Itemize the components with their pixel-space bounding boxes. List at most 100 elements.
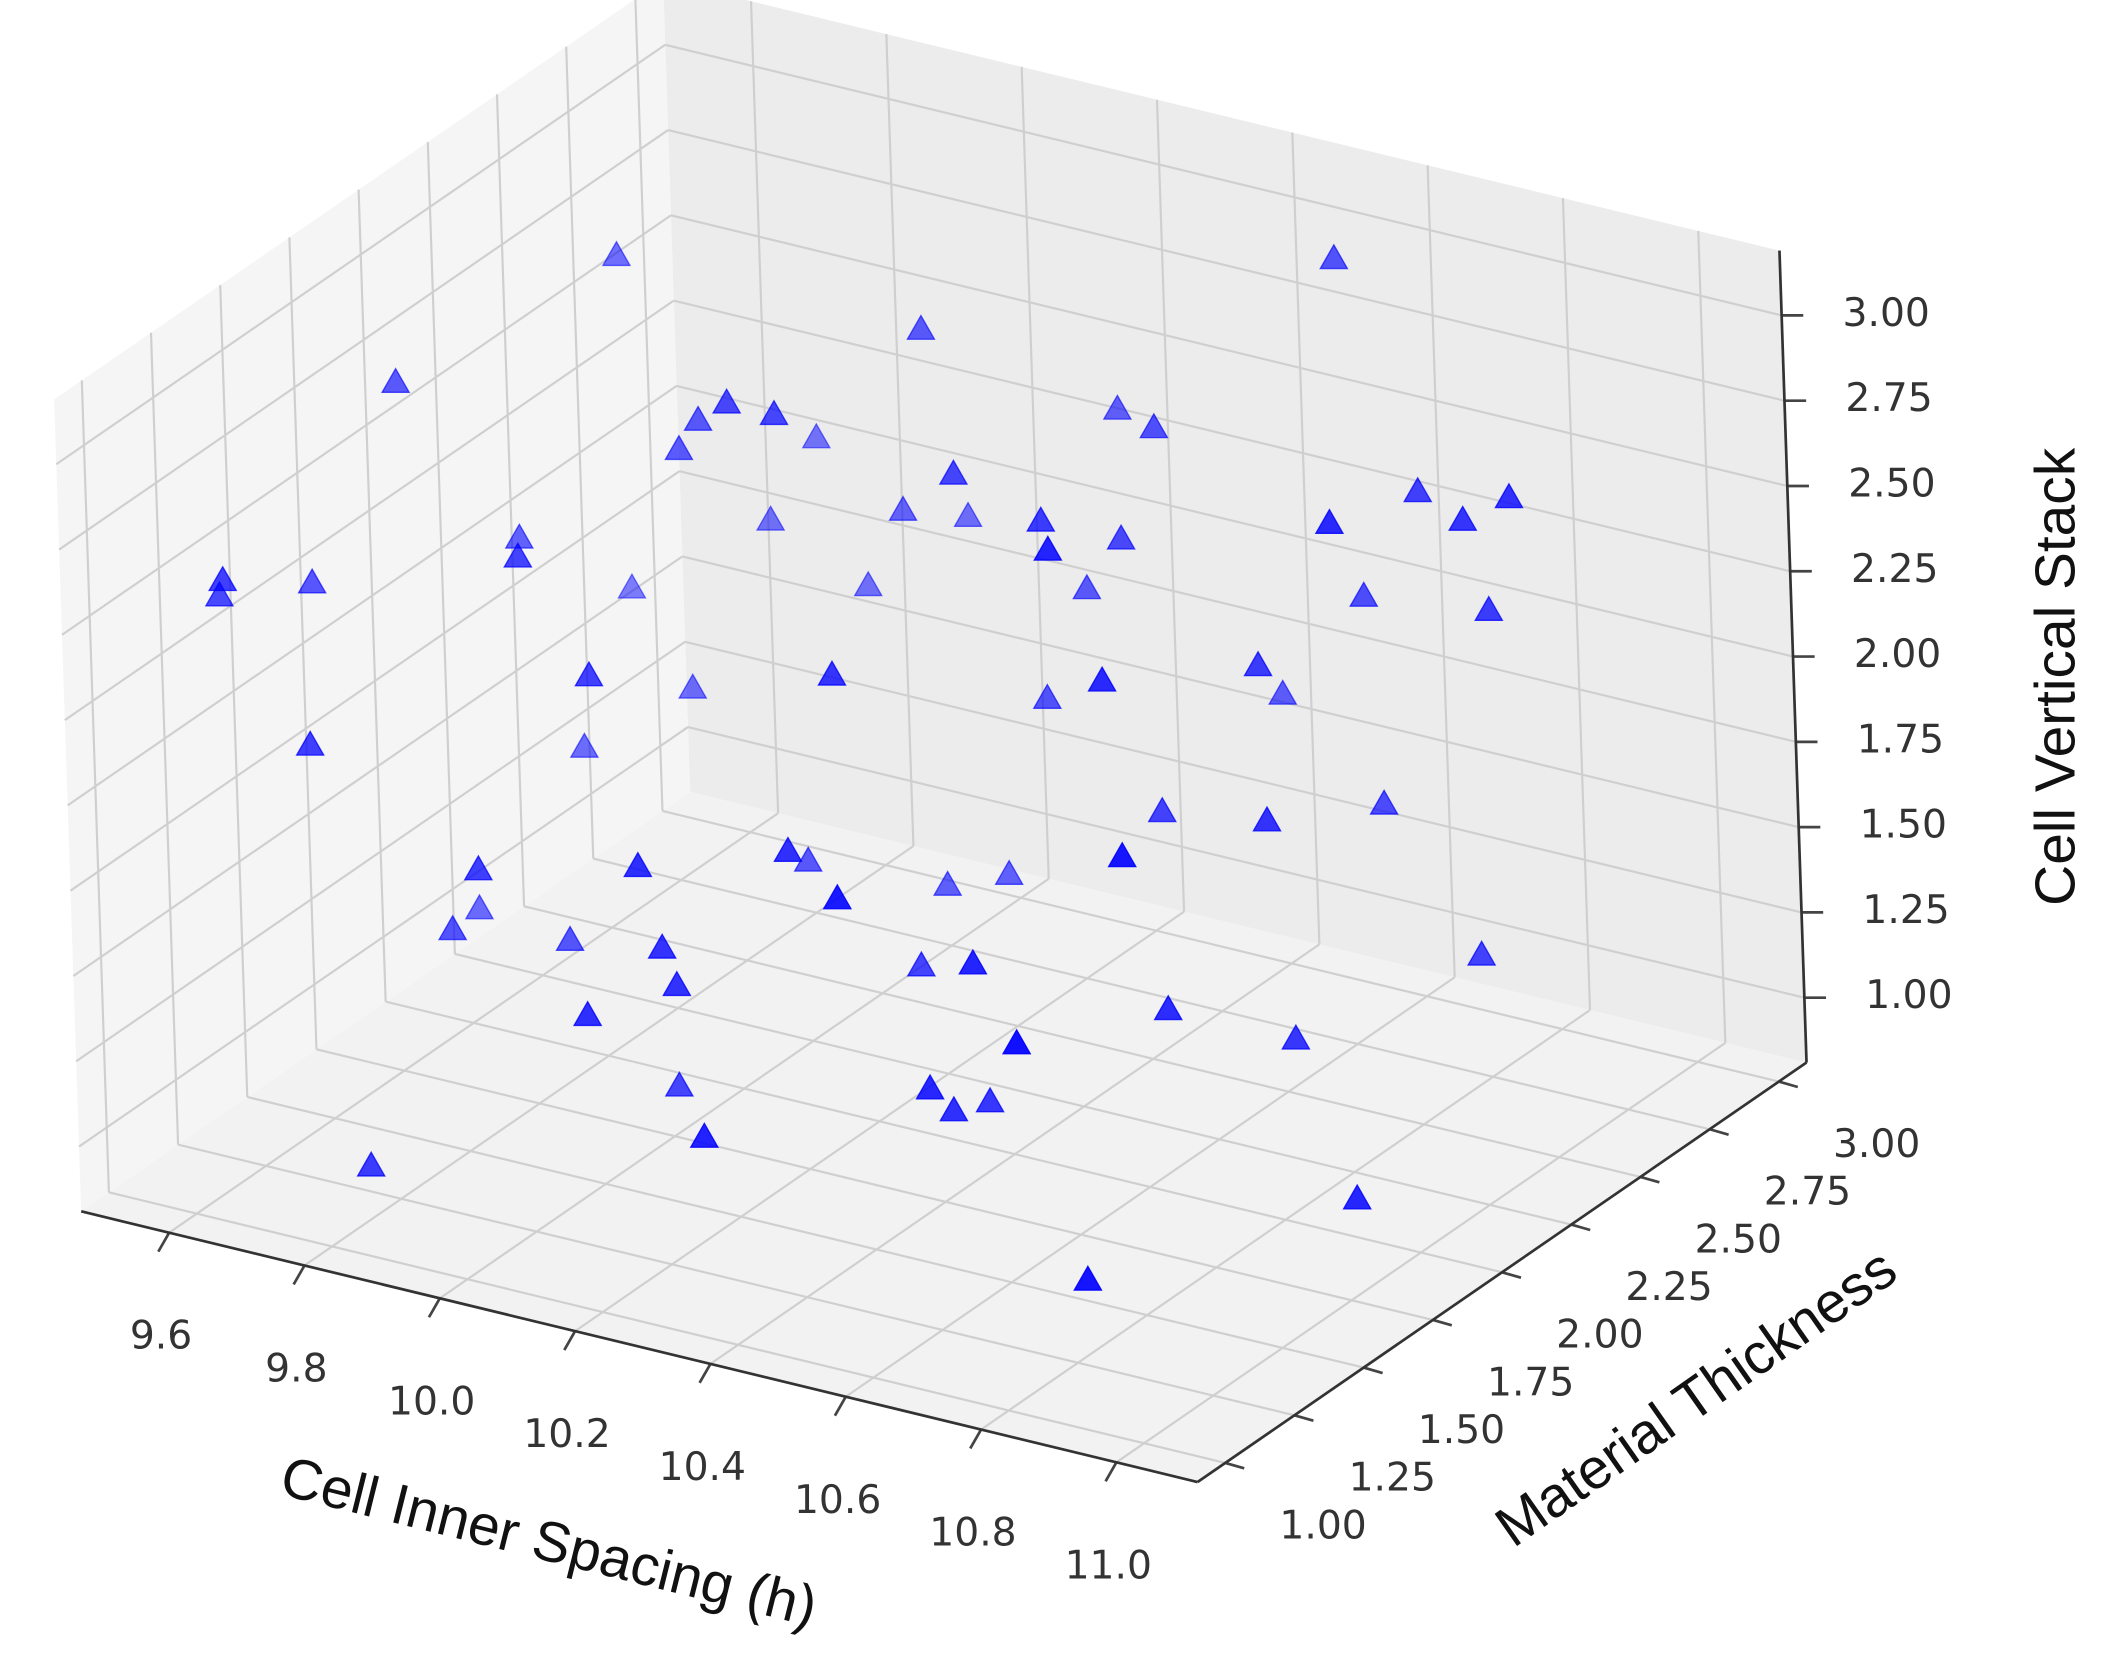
- grid-line: [69, 470, 681, 892]
- data-point: [759, 399, 789, 426]
- data-point: [1153, 994, 1183, 1021]
- data-point: [1072, 573, 1102, 600]
- data-point: [297, 567, 327, 594]
- back-pane: [663, 0, 1807, 1063]
- tick-mark: [698, 1363, 712, 1384]
- x-tick-label: 9.8: [265, 1347, 327, 1392]
- data-point: [711, 387, 742, 414]
- grid-line: [664, 43, 1782, 317]
- data-point: [601, 240, 632, 267]
- data-point: [1474, 595, 1504, 622]
- z-tick-label: 2.00: [1854, 632, 1941, 677]
- grid-line: [78, 726, 689, 1148]
- data-point: [683, 405, 713, 431]
- x-tick-label: 10.8: [929, 1511, 1016, 1556]
- tick-mark: [833, 1396, 847, 1417]
- data-point: [503, 541, 533, 568]
- grid-line: [667, 129, 1785, 402]
- data-point: [773, 836, 803, 862]
- y-tick-label: 1.75: [1487, 1360, 1574, 1405]
- data-point: [463, 854, 494, 881]
- data-point: [1281, 1023, 1311, 1050]
- tick-mark: [1432, 1318, 1453, 1327]
- data-point: [1026, 505, 1056, 532]
- data-point: [1001, 1028, 1032, 1055]
- grid-line: [593, 857, 1710, 1131]
- y-tick-label: 2.00: [1556, 1313, 1643, 1358]
- grid-line: [670, 214, 1788, 488]
- data-point: [853, 570, 883, 597]
- z-tick-label: 2.75: [1845, 376, 1932, 421]
- tick-mark: [1294, 1413, 1314, 1422]
- grid-line: [454, 952, 1572, 1226]
- tick-mark: [157, 1232, 171, 1253]
- z-tick-label: 1.25: [1862, 888, 1949, 933]
- data-point: [574, 660, 604, 687]
- y-tick-label: 2.50: [1695, 1217, 1782, 1262]
- data-point: [1147, 796, 1177, 823]
- grid-line: [177, 1143, 1295, 1417]
- data-point: [817, 659, 847, 686]
- tick-mark: [1363, 1366, 1383, 1375]
- data-point: [647, 933, 677, 959]
- x-tick-label: 10.0: [388, 1379, 475, 1424]
- y-axis-line: [1196, 1061, 1808, 1484]
- data-point: [1342, 1183, 1372, 1210]
- z-tick-label: 1.75: [1857, 717, 1944, 762]
- data-point: [1349, 581, 1379, 607]
- y-tick-label: 1.50: [1418, 1408, 1505, 1453]
- tick-mark: [292, 1264, 306, 1286]
- data-point: [689, 1122, 720, 1148]
- z-tick-label: 3.00: [1843, 291, 1930, 336]
- data-point: [938, 459, 969, 485]
- tick-mark: [969, 1428, 983, 1450]
- data-point: [1369, 789, 1399, 815]
- data-point: [380, 367, 411, 394]
- grid-line: [58, 129, 669, 551]
- data-point: [678, 673, 708, 699]
- data-point: [994, 859, 1024, 886]
- grid-line: [673, 299, 1791, 573]
- data-point: [664, 434, 694, 461]
- data-point: [664, 1070, 695, 1097]
- data-point: [437, 914, 468, 941]
- data-point: [617, 572, 647, 599]
- tick-mark: [1224, 1461, 1245, 1470]
- grid-line: [72, 555, 683, 977]
- z-tick-label: 1.50: [1860, 803, 1947, 848]
- grid-line: [75, 640, 686, 1063]
- data-point: [555, 925, 585, 951]
- data-point: [569, 732, 600, 758]
- data-point: [906, 314, 936, 340]
- data-point: [1448, 505, 1478, 531]
- data-point: [1087, 665, 1117, 692]
- tick-mark: [1501, 1270, 1522, 1279]
- data-point: [1494, 482, 1524, 509]
- data-point: [1102, 394, 1133, 420]
- grid-line: [55, 43, 666, 466]
- grid-line: [64, 299, 675, 722]
- grid-line: [247, 1095, 1364, 1369]
- grid-line: [662, 809, 1780, 1083]
- y-tick-label: 1.00: [1279, 1503, 1366, 1548]
- data-point: [793, 846, 823, 872]
- tick-mark: [1640, 1175, 1660, 1184]
- z-axis-line: [1778, 250, 1808, 1063]
- grid-line: [687, 726, 1805, 999]
- data-point: [204, 580, 235, 607]
- grid-line: [316, 1048, 1434, 1321]
- data-point: [1033, 535, 1063, 561]
- grid-line: [67, 385, 678, 807]
- data-point: [356, 1150, 386, 1177]
- grid-line: [523, 905, 1641, 1178]
- data-point: [572, 1000, 603, 1027]
- data-point: [1139, 412, 1169, 439]
- z-tick-label: 2.25: [1851, 547, 1938, 592]
- data-point: [464, 893, 495, 920]
- z-tick-label: 1.00: [1865, 973, 1952, 1018]
- grid-line: [679, 470, 1797, 743]
- tick-mark: [1570, 1223, 1591, 1232]
- data-point: [623, 851, 653, 878]
- data-point: [958, 948, 988, 975]
